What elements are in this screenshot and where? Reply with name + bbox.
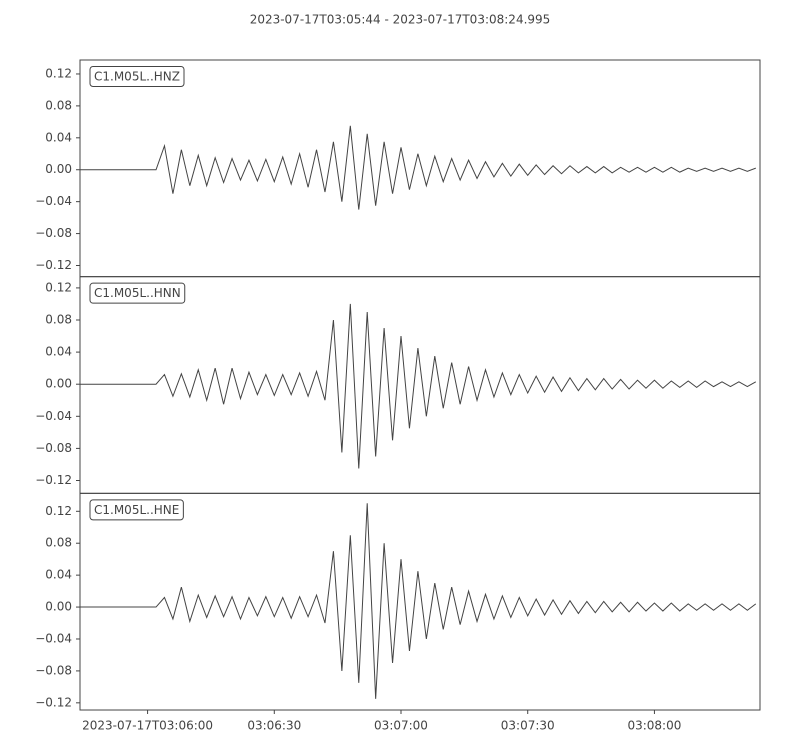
y-tick-label: −0.04: [35, 194, 72, 208]
waveform: [80, 125, 756, 210]
y-tick-label: 0.04: [45, 130, 72, 144]
y-tick-label: −0.08: [35, 663, 72, 677]
y-tick-label: 0.00: [45, 600, 72, 614]
trace-label-box: [89, 66, 185, 87]
y-tick-label: −0.12: [35, 473, 72, 487]
trace-label: C1.M05L..HNN: [94, 286, 181, 300]
y-tick-label: 0.12: [45, 504, 72, 518]
trace-label: C1.M05L..HNZ: [94, 70, 180, 84]
y-tick-label: 0.08: [45, 313, 72, 327]
y-tick-label: −0.12: [35, 695, 72, 709]
y-tick-label: 0.08: [45, 98, 72, 112]
panel-frame: [79, 492, 761, 711]
trace-label-box: [89, 499, 184, 521]
y-tick-label: −0.04: [35, 631, 72, 645]
chart-title: 2023-07-17T03:05:44 - 2023-07-17T03:08:2…: [250, 13, 551, 27]
x-tick-label: 2023-07-17T03:06:00: [82, 719, 213, 733]
x-tick-label: 03:07:00: [374, 719, 428, 733]
panel-frame: [79, 276, 761, 494]
waveform: [80, 303, 757, 469]
x-tick-label: 03:06:30: [247, 719, 301, 733]
x-tick-label: 03:08:00: [627, 719, 681, 733]
trace-label-box: [89, 282, 186, 304]
x-tick-label: 03:07:30: [501, 719, 555, 733]
y-tick-label: 0.00: [45, 377, 72, 391]
trace-label: C1.M05L..HNE: [94, 503, 179, 517]
y-tick-label: −0.12: [35, 258, 72, 272]
y-tick-label: 0.12: [45, 280, 72, 294]
y-tick-label: −0.08: [35, 441, 72, 455]
y-tick-label: −0.08: [35, 226, 72, 240]
y-tick-label: 0.00: [45, 162, 72, 176]
y-tick-label: −0.04: [35, 409, 72, 423]
y-tick-label: 0.04: [45, 345, 72, 359]
y-tick-label: 0.12: [45, 66, 72, 80]
y-tick-label: 0.04: [45, 568, 72, 582]
panel-frame: [79, 59, 761, 278]
y-tick-label: 0.08: [45, 536, 72, 550]
waveform: [80, 503, 757, 699]
